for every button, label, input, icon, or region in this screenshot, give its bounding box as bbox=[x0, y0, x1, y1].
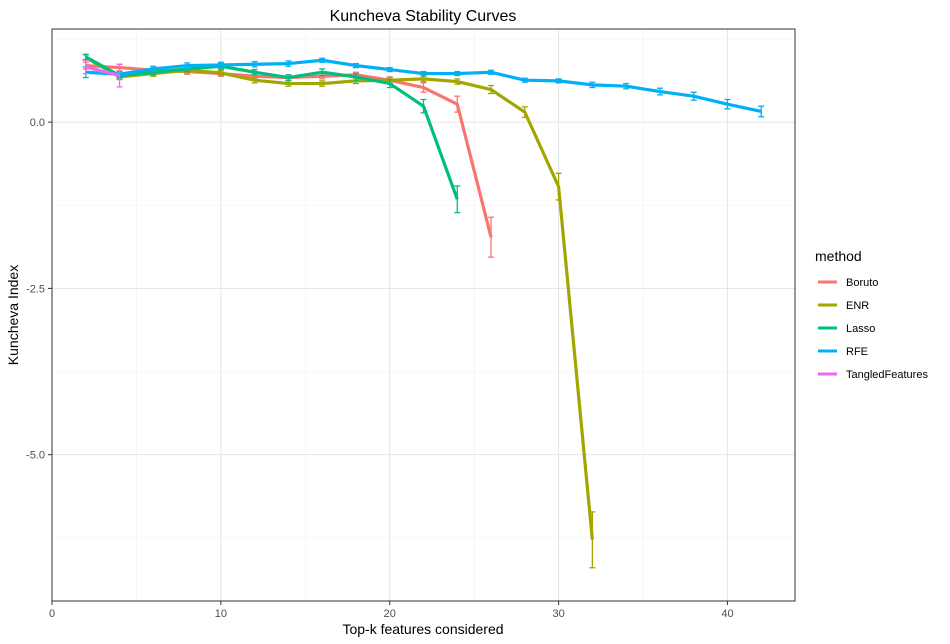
legend-label: ENR bbox=[846, 300, 869, 312]
x-tick-label: 0 bbox=[49, 608, 55, 620]
series-line bbox=[85, 58, 762, 114]
panel-border bbox=[51, 28, 796, 602]
legend-title: method bbox=[815, 248, 862, 264]
series-layer bbox=[82, 53, 765, 569]
legend-item-tangledfeatures: TangledFeatures bbox=[818, 369, 928, 381]
legend-label: Boruto bbox=[846, 277, 878, 289]
x-tick-label: 10 bbox=[215, 608, 227, 620]
y-axis-title: Kuncheva Index bbox=[5, 265, 21, 365]
x-tick-label: 30 bbox=[552, 608, 564, 620]
legend-label: TangledFeatures bbox=[846, 369, 928, 381]
x-axis-title: Top-k features considered bbox=[342, 621, 503, 637]
legend-label: RFE bbox=[846, 346, 868, 358]
series-line bbox=[84, 55, 459, 200]
legend-item-lasso: Lasso bbox=[818, 323, 875, 335]
grid bbox=[51, 29, 795, 601]
axes: 0 10 20 30 40 0.0 -2.5 -5.0 bbox=[26, 117, 734, 620]
y-tick-label: -2.5 bbox=[26, 283, 45, 295]
chart-title: Kuncheva Stability Curves bbox=[330, 8, 517, 25]
legend-item-boruto: Boruto bbox=[818, 277, 878, 289]
y-tick-label: -5.0 bbox=[26, 450, 45, 462]
legend-item-enr: ENR bbox=[818, 300, 869, 312]
x-tick-label: 20 bbox=[384, 608, 396, 620]
series-line bbox=[85, 65, 120, 78]
series-tangledfeatures bbox=[82, 59, 123, 88]
legend-item-rfe: RFE bbox=[818, 346, 868, 358]
series-lasso bbox=[82, 53, 461, 214]
legend: method Boruto ENR Lasso RFE TangledFeatures bbox=[815, 248, 928, 381]
x-tick-label: 40 bbox=[721, 608, 733, 620]
y-tick-label: 0.0 bbox=[30, 117, 45, 129]
legend-label: Lasso bbox=[846, 323, 875, 335]
